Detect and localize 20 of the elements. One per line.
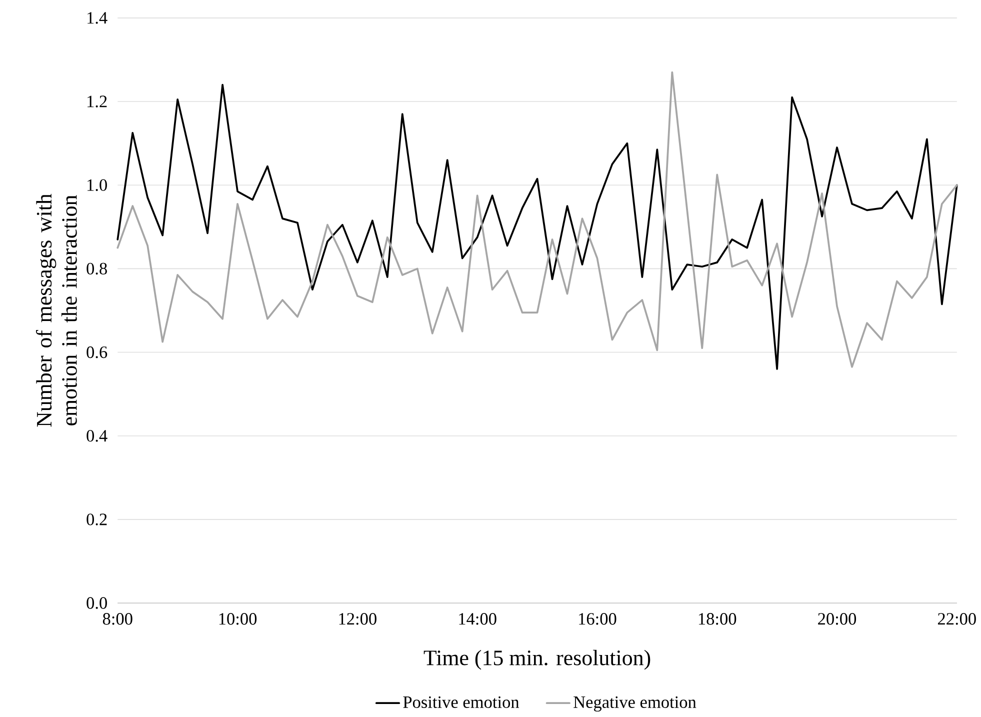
x-tick-label: 8:00 — [102, 613, 132, 625]
x-tick-label: 14:00 — [459, 613, 496, 625]
y-tick-label: 0.0 — [86, 597, 107, 610]
y-tick-label: 0.8 — [86, 262, 107, 275]
x-tick-label: 12:00 — [339, 613, 376, 625]
x-tick-label: 22:00 — [938, 613, 976, 625]
y-tick-label: 0.6 — [86, 346, 108, 358]
y-tick-label: 0.4 — [86, 430, 108, 442]
y-tick-label: 1.4 — [88, 12, 108, 24]
x-tick-label: 16:00 — [579, 613, 616, 625]
x-tick-label: 18:00 — [698, 613, 736, 625]
legend-label: Negative emotion — [574, 696, 696, 712]
x-tick-label: 10:00 — [219, 613, 257, 625]
x-tick-label: 20:00 — [818, 613, 856, 625]
y-tick-label: 1.0 — [88, 179, 107, 192]
legend-label: Positive emotion — [403, 696, 520, 708]
y-tick-label: 0.2 — [86, 514, 107, 526]
y-tick-label: 1.2 — [88, 96, 107, 108]
x-axis-title: Time (15 min. resolution) — [424, 650, 650, 670]
y-axis-title: Number of messages with emotion in the interaction — [36, 194, 77, 427]
